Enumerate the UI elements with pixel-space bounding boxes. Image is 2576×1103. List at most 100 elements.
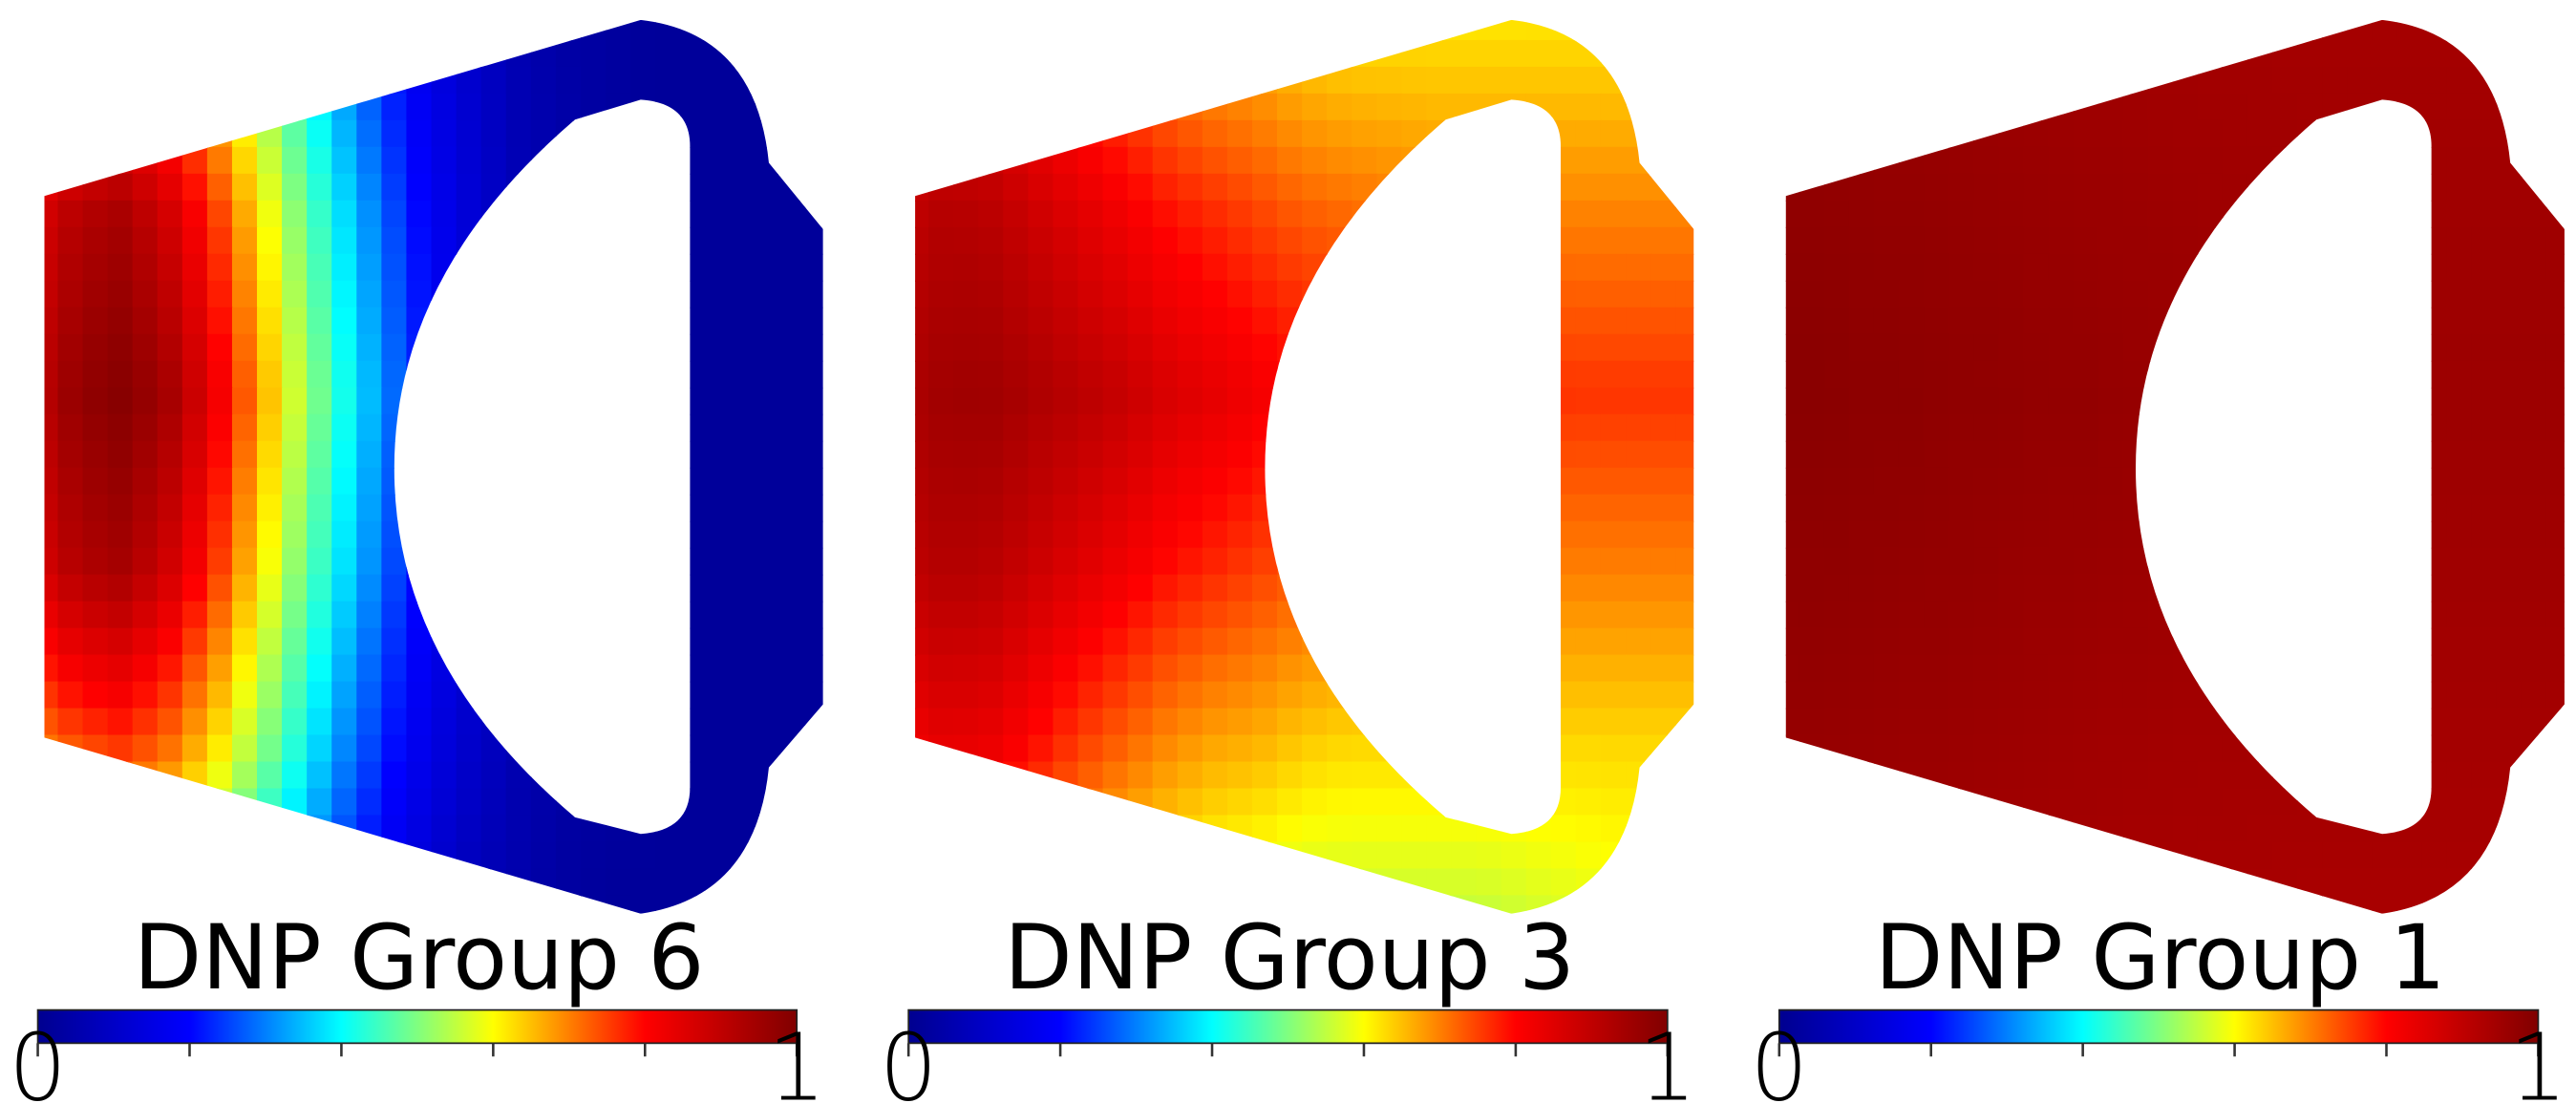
mesh-cell (2446, 520, 2473, 549)
mesh-cell (1924, 627, 1950, 656)
mesh-cell (57, 200, 84, 228)
mesh-cell (1650, 761, 1677, 790)
mesh-cell (2048, 761, 2075, 790)
mesh-cell (779, 868, 806, 897)
mesh-cell (1451, 654, 1478, 683)
mesh-cell (157, 734, 183, 763)
colorbar-title: DNP Group 6 (134, 905, 705, 1010)
mesh-cell (978, 39, 1005, 68)
mesh-cell (2023, 547, 2050, 576)
mesh-cell (1873, 708, 1901, 736)
mesh-cell (2372, 868, 2398, 897)
mesh-cell (530, 280, 557, 308)
mesh-cell (953, 360, 980, 389)
mesh-cell (2073, 146, 2099, 175)
mesh-cell (1998, 226, 2025, 255)
mesh-cell (1426, 601, 1453, 629)
mesh-cell (978, 253, 1005, 282)
mesh-cell (1327, 226, 1353, 255)
mesh-cell (755, 708, 781, 736)
mesh-cell (1226, 494, 1254, 522)
mesh-cell (2122, 574, 2149, 603)
mesh-cell (1823, 146, 1850, 175)
mesh-cell (431, 868, 458, 897)
mesh-cell (1476, 440, 1502, 469)
mesh-cell (580, 681, 607, 710)
mesh-cell (356, 815, 383, 843)
mesh-cell (1550, 200, 1577, 228)
mesh-cell (1650, 868, 1677, 897)
mesh-cell (107, 173, 134, 202)
mesh-cell (1053, 547, 1079, 576)
mesh-cell (1302, 119, 1329, 148)
mesh-cell (630, 173, 657, 202)
mesh-cell (2272, 868, 2299, 897)
mesh-cell (2048, 815, 2075, 843)
mesh-cell (2496, 494, 2523, 522)
mesh-cell (755, 119, 781, 148)
mesh-cell (2023, 708, 2050, 736)
mesh-cell (2421, 841, 2448, 870)
mesh-cell (705, 895, 732, 914)
mesh-cell (1600, 627, 1628, 656)
mesh-cell (1077, 200, 1104, 228)
colorbar (36, 1008, 798, 1045)
mesh-cell (1302, 414, 1329, 442)
mesh-cell (1302, 654, 1329, 683)
mesh-cell (779, 280, 806, 308)
mesh-cell (605, 280, 632, 308)
mesh-cell (1077, 173, 1104, 202)
mesh-cell (2521, 200, 2547, 228)
mesh-cell (705, 253, 732, 282)
mesh-cell (1948, 93, 1975, 121)
mesh-cell (730, 333, 756, 362)
mesh-cell (57, 360, 84, 389)
mesh-cell (1152, 868, 1179, 897)
mesh-cell (2521, 280, 2547, 308)
mesh-cell (480, 226, 507, 255)
mesh-cell (2372, 173, 2398, 202)
mesh-cell (2147, 467, 2174, 496)
mesh-cell (630, 841, 657, 870)
mesh-cell (2272, 387, 2299, 415)
mesh-cell (480, 574, 507, 603)
mesh-cell (978, 520, 1005, 549)
mesh-cell (2521, 815, 2547, 843)
mesh-cell (2246, 494, 2274, 522)
mesh-cell (406, 654, 433, 683)
mesh-cell (730, 467, 756, 496)
mesh-cell (82, 627, 109, 656)
mesh-cell (107, 387, 134, 415)
mesh-cell (505, 280, 532, 308)
mesh-cell (2122, 708, 2149, 736)
mesh-cell (206, 146, 233, 175)
mesh-cell (82, 39, 109, 68)
mesh-cell (928, 494, 955, 522)
mesh-cell (1476, 226, 1502, 255)
mesh-cell (1948, 280, 1975, 308)
mesh-cell (2347, 868, 2374, 897)
mesh-cell (44, 788, 59, 817)
mesh-cell (282, 708, 309, 736)
mesh-cell (1924, 226, 1950, 255)
mesh-cell (331, 173, 358, 202)
mesh-cell (1152, 708, 1179, 736)
mesh-cell (381, 627, 408, 656)
mesh-cell (2023, 788, 2050, 817)
mesh-cell (1003, 627, 1030, 656)
mesh-cell (1924, 734, 1950, 763)
mesh-cell (2471, 467, 2498, 496)
mesh-cell (2496, 39, 2523, 68)
mesh-cell (2222, 146, 2248, 175)
mesh-cell (1873, 226, 1901, 255)
mesh-cell (1302, 39, 1329, 68)
mesh-cell (381, 360, 408, 389)
mesh-cell (2073, 734, 2099, 763)
mesh-cell (431, 119, 458, 148)
mesh-cell (2048, 333, 2075, 362)
mesh-cell (1799, 146, 1825, 175)
mesh-cell (2272, 601, 2299, 629)
mesh-cell (1550, 868, 1577, 897)
mesh-cell (1352, 841, 1378, 870)
mesh-cell (1575, 333, 1602, 362)
